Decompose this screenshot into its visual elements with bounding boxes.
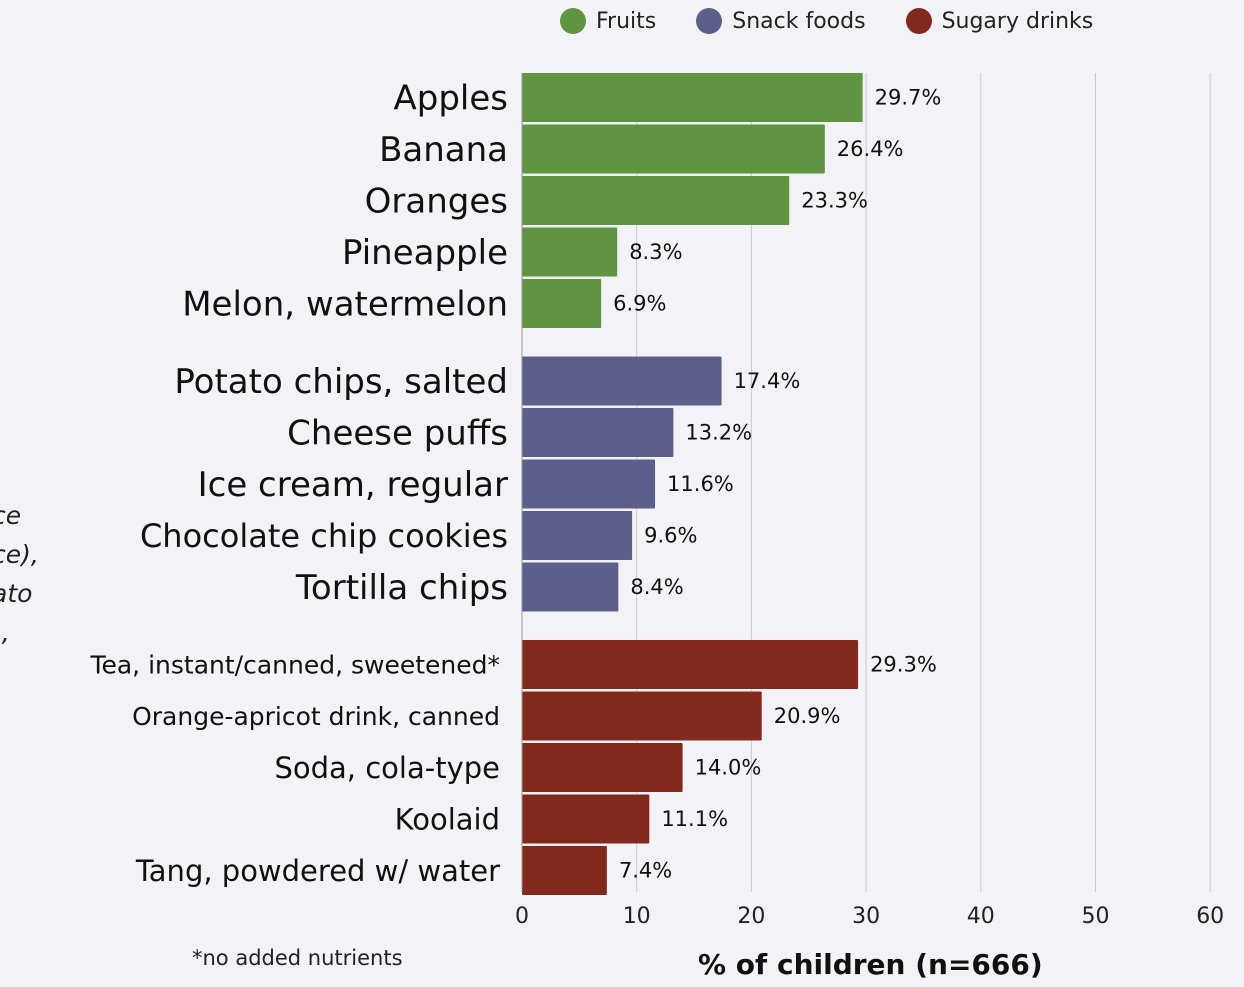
- legend: Fruits Snack foods Sugary drinks: [560, 8, 1133, 34]
- clipped-text-line: ato: [0, 579, 33, 608]
- data-label: 8.4%: [630, 575, 683, 599]
- data-label: 9.6%: [644, 524, 697, 548]
- data-label: 20.9%: [774, 704, 841, 728]
- category-label: Oranges: [365, 182, 508, 222]
- category-label: Cheese puffs: [287, 414, 508, 454]
- bar: [522, 846, 607, 895]
- legend-swatch-snack-foods: [696, 8, 723, 34]
- data-label: 11.1%: [661, 807, 728, 831]
- clipped-side-text: ce ce), ato ),: [0, 496, 52, 652]
- category-label: Orange-apricot drink, canned: [132, 702, 500, 731]
- x-tick-label: 20: [737, 904, 765, 929]
- category-label: Potato chips, salted: [174, 362, 508, 402]
- bar: [522, 356, 722, 406]
- legend-item-sugary-drinks: Sugary drinks: [905, 8, 1094, 34]
- x-tick-label: 0: [515, 904, 529, 929]
- data-label: 17.4%: [734, 369, 801, 393]
- x-tick-label: 10: [623, 904, 651, 929]
- x-tick-label: 60: [1196, 904, 1224, 929]
- bar: [522, 691, 762, 741]
- bar: [522, 743, 683, 792]
- legend-label-fruits: Fruits: [596, 8, 657, 34]
- data-label: 26.4%: [837, 137, 904, 161]
- data-label: 23.3%: [801, 189, 868, 213]
- category-label: Koolaid: [395, 802, 500, 836]
- legend-item-snack-foods: Snack foods: [696, 8, 866, 34]
- bar: [522, 227, 618, 277]
- data-label: 13.2%: [685, 421, 752, 445]
- bar: [522, 176, 790, 225]
- bar: [522, 562, 619, 612]
- category-label: Melon, watermelon: [182, 285, 508, 325]
- data-label: 11.6%: [667, 472, 734, 496]
- category-label: Tortilla chips: [295, 568, 508, 608]
- clipped-text-line: ),: [0, 618, 10, 647]
- bar: [522, 459, 656, 509]
- bar: [522, 794, 650, 844]
- legend-label-sugary-drinks: Sugary drinks: [941, 8, 1094, 34]
- data-label: 29.7%: [875, 86, 942, 110]
- data-label: 8.3%: [629, 240, 682, 264]
- clipped-text-line: ce: [0, 501, 22, 530]
- bar: [522, 73, 863, 122]
- data-label: 29.3%: [870, 653, 937, 677]
- x-tick-label: 30: [852, 904, 880, 929]
- category-label: Tea, instant/canned, sweetened*: [89, 651, 500, 680]
- category-label: Chocolate chip cookies: [140, 517, 508, 555]
- bar: [522, 279, 602, 328]
- category-label: Apples: [393, 79, 508, 119]
- bar: [522, 640, 859, 689]
- category-label: Soda, cola-type: [274, 751, 500, 785]
- x-tick-label: 40: [967, 904, 995, 929]
- data-label: 6.9%: [613, 292, 666, 316]
- clipped-text-line: ce),: [0, 540, 39, 569]
- footnote: *no added nutrients: [192, 946, 403, 970]
- legend-label-snack-foods: Snack foods: [732, 8, 866, 34]
- legend-swatch-sugary-drinks: [905, 8, 932, 34]
- category-label: Banana: [379, 130, 508, 170]
- category-label: Pineapple: [342, 233, 508, 273]
- category-label: Tang, powdered w/ water: [135, 854, 500, 888]
- bar: [522, 408, 674, 457]
- legend-swatch-fruits: [560, 8, 586, 34]
- bar: [522, 511, 633, 560]
- legend-item-fruits: Fruits: [560, 8, 656, 34]
- data-label: 14.0%: [695, 756, 762, 780]
- data-label: 7.4%: [619, 859, 672, 883]
- category-label: Ice cream, regular: [198, 465, 508, 505]
- x-axis-title: % of children (n=666): [698, 948, 1043, 981]
- x-tick-label: 50: [1082, 904, 1110, 929]
- bar: [522, 124, 825, 174]
